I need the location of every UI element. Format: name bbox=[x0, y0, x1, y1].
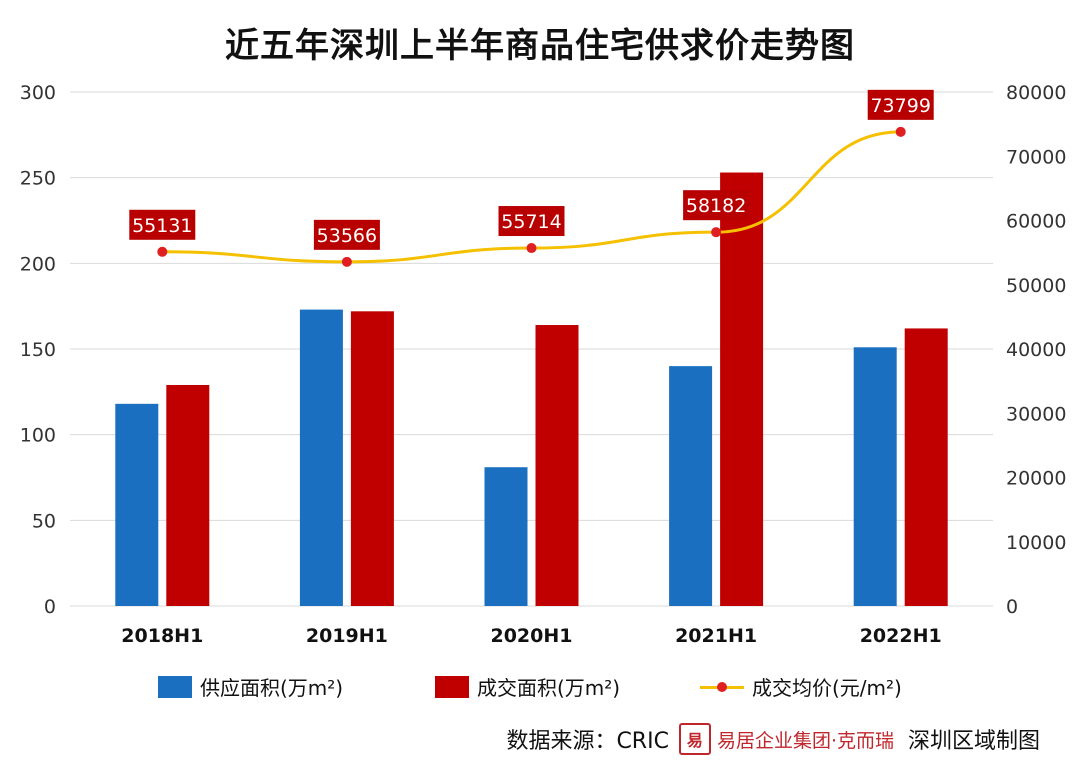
y-left-tick-label: 300 bbox=[20, 82, 56, 104]
bar-deal bbox=[904, 328, 948, 606]
legend-swatch-price bbox=[700, 676, 744, 698]
bar-supply bbox=[115, 403, 159, 606]
x-tick-label: 2022H1 bbox=[860, 625, 942, 647]
x-tick-label: 2019H1 bbox=[306, 625, 388, 647]
brand-logo: 易 bbox=[678, 723, 711, 755]
legend-item-deal[interactable]: 成交面积(万m²) bbox=[435, 672, 620, 701]
legend-label-deal: 成交面积(万m²) bbox=[477, 676, 621, 700]
bar-deal bbox=[350, 311, 394, 606]
y-left-tick-label: 50 bbox=[32, 510, 56, 532]
price-label-bg bbox=[313, 219, 380, 250]
price-data-label: 53566 bbox=[317, 225, 377, 247]
legend-item-supply[interactable]: 供应面积(万m²) bbox=[158, 672, 343, 701]
y-right-tick-label: 60000 bbox=[1006, 211, 1066, 233]
x-tick-label: 2018H1 bbox=[121, 625, 203, 647]
price-point bbox=[341, 256, 352, 267]
legend-label-supply: 供应面积(万m²) bbox=[200, 676, 344, 700]
brand-name: 易居企业集团·克而瑞 bbox=[716, 729, 894, 752]
map-note: 深圳区域制图 bbox=[907, 729, 1040, 754]
legend: 供应面积(万m²) 成交面积(万m²) 成交均价(元/m²) bbox=[0, 672, 1080, 702]
price-point bbox=[711, 227, 722, 238]
x-tick-label: 2021H1 bbox=[675, 625, 757, 647]
price-label-bg bbox=[683, 190, 750, 221]
price-point bbox=[895, 126, 906, 137]
price-data-label: 73799 bbox=[870, 95, 930, 117]
price-label-bg bbox=[129, 209, 196, 240]
bar-deal bbox=[720, 172, 764, 606]
y-right-tick-label: 10000 bbox=[1006, 532, 1066, 554]
bar-supply bbox=[299, 309, 343, 606]
source-note: 数据来源：CRIC bbox=[506, 729, 669, 754]
y-right-tick-label: 40000 bbox=[1006, 339, 1066, 361]
price-data-label: 55714 bbox=[501, 211, 561, 233]
price-point bbox=[157, 246, 168, 257]
y-left-tick-label: 150 bbox=[20, 339, 56, 361]
y-right-tick-label: 0 bbox=[1006, 596, 1018, 618]
y-right-tick-label: 70000 bbox=[1006, 146, 1066, 168]
y-right-tick-label: 20000 bbox=[1006, 468, 1066, 490]
y-left-tick-label: 0 bbox=[44, 596, 56, 618]
price-data-label: 55131 bbox=[132, 215, 192, 237]
price-point bbox=[526, 243, 537, 254]
x-tick-label: 2020H1 bbox=[490, 625, 572, 647]
bar-supply bbox=[853, 347, 897, 606]
legend-swatch-deal bbox=[435, 675, 469, 698]
legend-swatch-supply bbox=[158, 675, 192, 698]
y-left-tick-label: 100 bbox=[20, 425, 56, 447]
bar-deal bbox=[535, 325, 579, 606]
legend-label-price: 成交均价(元/m²) bbox=[752, 676, 902, 700]
y-left-tick-label: 250 bbox=[20, 168, 56, 190]
bar-supply bbox=[669, 366, 713, 606]
price-label-bg bbox=[867, 89, 934, 120]
y-right-tick-label: 50000 bbox=[1006, 275, 1066, 297]
chart-title: 近五年深圳上半年商品住宅供求价走势图 bbox=[225, 26, 855, 66]
y-right-tick-label: 30000 bbox=[1006, 403, 1066, 425]
bar-supply bbox=[484, 467, 528, 606]
price-line bbox=[162, 130, 901, 264]
footer: 数据来源：CRIC 易 易居企业集团·克而瑞 深圳区域制图 bbox=[0, 722, 1040, 756]
y-left-tick-label: 200 bbox=[20, 253, 56, 275]
price-label-bg bbox=[498, 206, 565, 237]
price-data-label: 58182 bbox=[686, 195, 746, 217]
y-right-tick-label: 80000 bbox=[1006, 82, 1066, 104]
legend-item-price[interactable]: 成交均价(元/m²) bbox=[700, 672, 902, 701]
bar-deal bbox=[166, 384, 210, 606]
